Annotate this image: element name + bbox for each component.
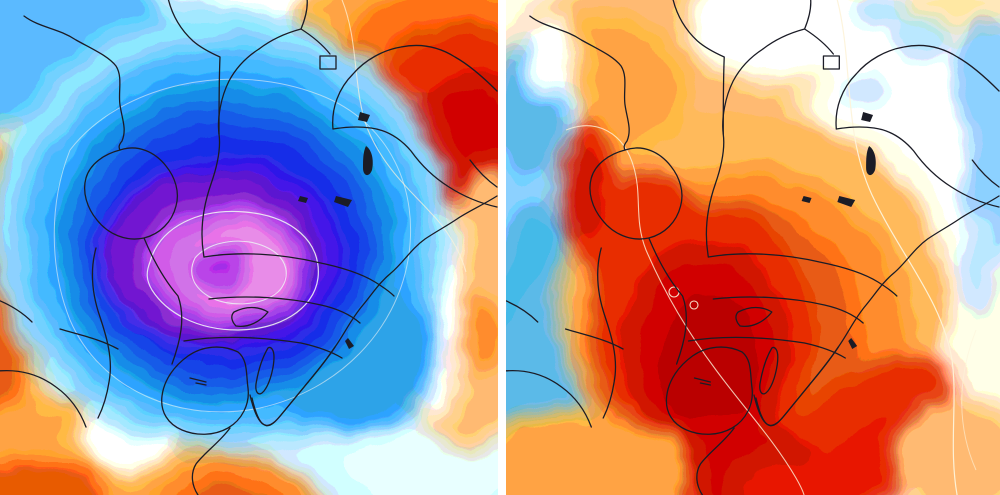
warm-anomaly-field <box>506 0 1000 495</box>
contour-bottom-right-arc <box>961 329 977 471</box>
warm-anomaly-canvas <box>506 0 1000 495</box>
warm-contour-lines <box>565 0 977 495</box>
panel-divider <box>498 0 506 495</box>
contour-cold-outer <box>53 78 412 413</box>
contour-red-band <box>565 125 805 495</box>
cold-anomaly-canvas <box>0 0 498 495</box>
contour-pink-inner <box>191 240 287 305</box>
contour-east-diagonal <box>836 0 958 495</box>
cold-anomaly-map <box>0 0 498 495</box>
cold-anomaly-field <box>0 0 498 495</box>
contour-pink-outer <box>146 210 319 331</box>
warm-anomaly-map <box>506 0 1000 495</box>
contour-speck-2 <box>689 300 699 310</box>
cold-contour-lines <box>53 0 467 413</box>
contour-warm-left-panel <box>341 0 467 273</box>
